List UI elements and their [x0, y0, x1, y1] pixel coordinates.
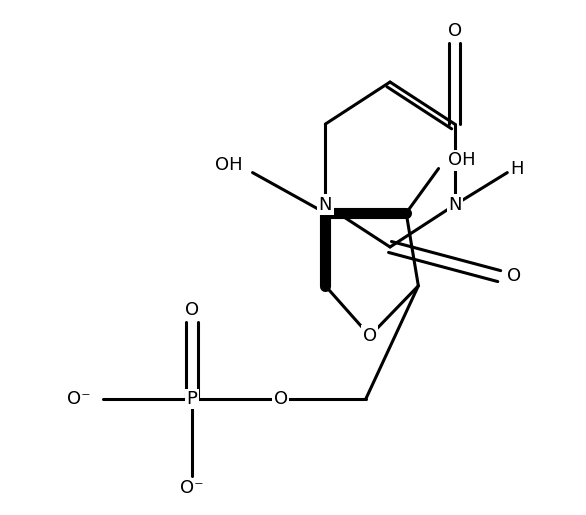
- Text: H: H: [510, 160, 524, 178]
- Text: N: N: [448, 196, 462, 214]
- Text: O: O: [507, 267, 521, 285]
- Text: N: N: [319, 196, 332, 214]
- Text: O⁻: O⁻: [67, 390, 91, 408]
- Text: O: O: [448, 22, 462, 40]
- Text: OH: OH: [448, 151, 476, 169]
- Text: OH: OH: [215, 156, 243, 174]
- Text: O⁻: O⁻: [180, 479, 204, 497]
- Text: O: O: [363, 327, 377, 345]
- Text: O: O: [185, 301, 199, 319]
- Text: P: P: [186, 390, 197, 408]
- Text: O: O: [274, 390, 288, 408]
